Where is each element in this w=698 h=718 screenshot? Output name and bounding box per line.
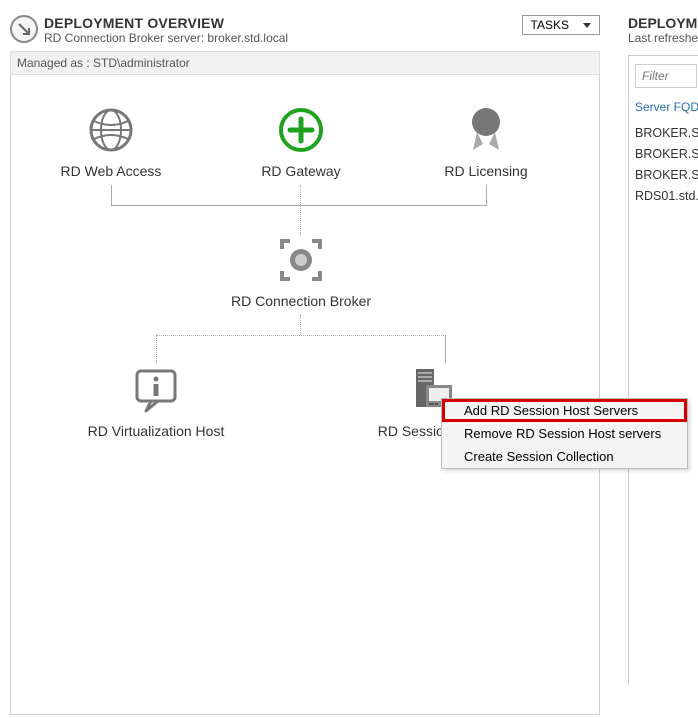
- node-label: RD Web Access: [26, 163, 196, 179]
- connector-line: [445, 335, 446, 363]
- overview-title: DEPLOYMENT OVERVIEW: [44, 15, 522, 31]
- tasks-label: TASKS: [531, 18, 569, 32]
- collapse-icon[interactable]: [10, 15, 38, 43]
- broker-icon: [216, 235, 386, 285]
- connector-line-dotted: [300, 315, 301, 335]
- servers-title: DEPLOYMENT: [628, 15, 698, 31]
- servers-subtitle: Last refreshed: [628, 31, 698, 45]
- node-rd-licensing[interactable]: RD Licensing: [401, 105, 571, 179]
- server-row[interactable]: BROKER.STD: [635, 126, 698, 140]
- node-rd-gateway[interactable]: RD Gateway: [216, 105, 386, 179]
- deployment-servers-panel: DEPLOYMENT Last refreshed Server FQDN BR…: [628, 15, 698, 685]
- connector-line: [111, 205, 487, 206]
- ribbon-icon: [401, 105, 571, 155]
- connector-line: [486, 185, 487, 205]
- node-label: RD Licensing: [401, 163, 571, 179]
- info-bubble-icon: [71, 365, 241, 415]
- chevron-down-icon: [583, 23, 591, 28]
- server-row[interactable]: RDS01.std.lo: [635, 189, 698, 203]
- node-rd-web-access[interactable]: RD Web Access: [26, 105, 196, 179]
- managed-as-bar: Managed as : STD\administrator: [10, 51, 600, 75]
- node-label: RD Connection Broker: [216, 293, 386, 309]
- deployment-diagram: RD Web Access RD Gateway RD Licensin: [10, 75, 600, 715]
- node-rd-connection-broker[interactable]: RD Connection Broker: [216, 235, 386, 309]
- menu-create-collection[interactable]: Create Session Collection: [442, 445, 687, 468]
- context-menu: Add RD Session Host Servers Remove RD Se…: [441, 398, 688, 469]
- overview-subtitle: RD Connection Broker server: broker.std.…: [44, 31, 522, 45]
- connector-line-dotted: [300, 185, 301, 235]
- tasks-dropdown[interactable]: TASKS: [522, 15, 600, 35]
- menu-add-rdsh[interactable]: Add RD Session Host Servers: [442, 399, 687, 422]
- connector-line-dotted: [156, 335, 446, 336]
- connector-line: [111, 185, 112, 205]
- filter-input[interactable]: [635, 64, 697, 88]
- connector-line-dotted: [156, 335, 157, 363]
- server-row[interactable]: BROKER.STD: [635, 147, 698, 161]
- globe-icon: [26, 105, 196, 155]
- server-row[interactable]: BROKER.STD: [635, 168, 698, 182]
- column-header-fqdn[interactable]: Server FQDN: [635, 100, 698, 114]
- node-label: RD Gateway: [216, 163, 386, 179]
- add-circle-icon: [216, 105, 386, 155]
- menu-remove-rdsh[interactable]: Remove RD Session Host servers: [442, 422, 687, 445]
- servers-list-box: Server FQDN BROKER.STD BROKER.STD BROKER…: [628, 55, 698, 685]
- deployment-overview-panel: DEPLOYMENT OVERVIEW RD Connection Broker…: [10, 15, 600, 715]
- node-rd-virtualization-host[interactable]: RD Virtualization Host: [71, 365, 241, 439]
- node-label: RD Virtualization Host: [71, 423, 241, 439]
- overview-header: DEPLOYMENT OVERVIEW RD Connection Broker…: [10, 15, 600, 45]
